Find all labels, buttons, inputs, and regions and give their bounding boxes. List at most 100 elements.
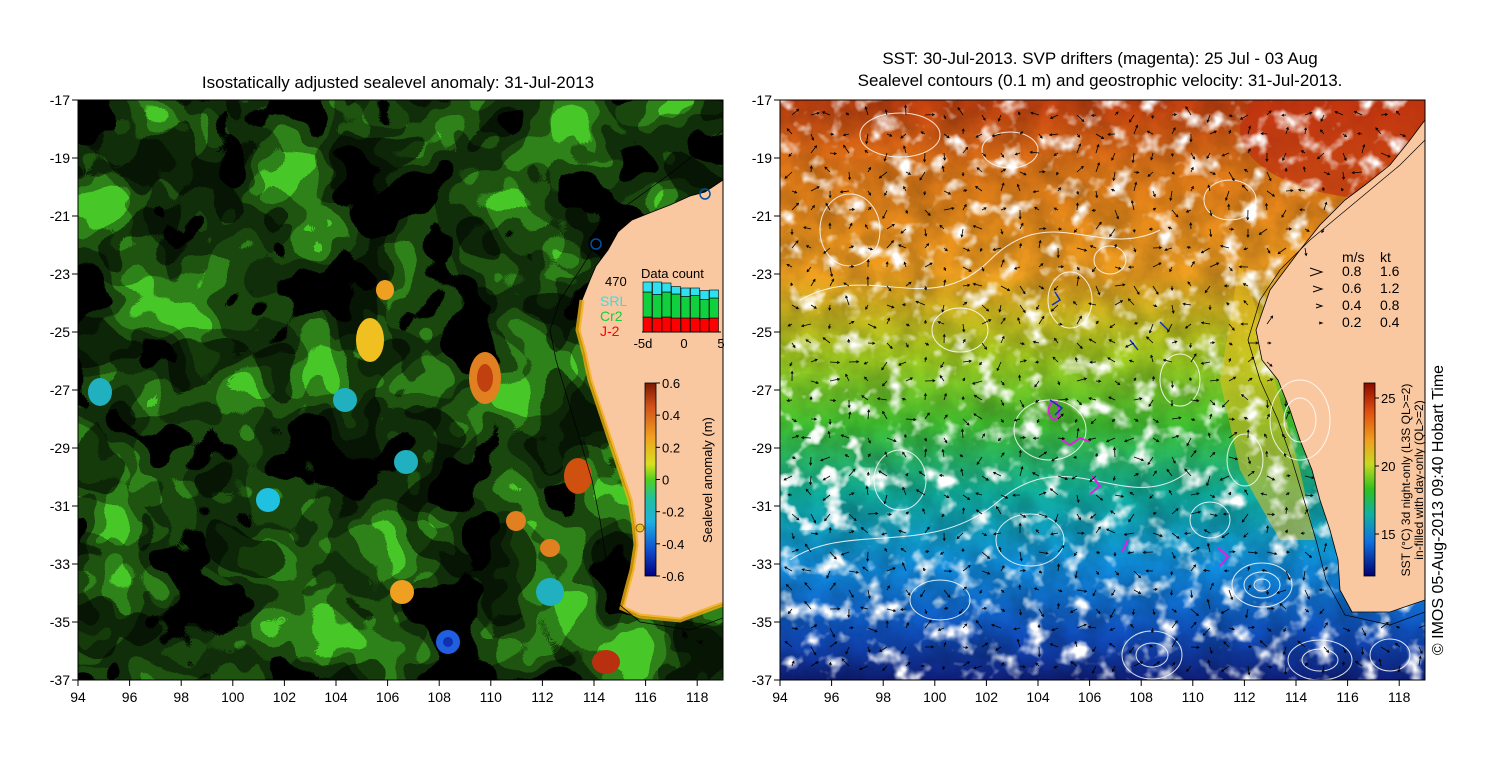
velocity-arrow-head xyxy=(991,134,995,138)
velocity-arrow-head xyxy=(1112,477,1116,481)
velocity-arrow xyxy=(1108,339,1116,344)
velocity-arrow-head xyxy=(1113,553,1117,557)
velocity-arrow-head xyxy=(1096,143,1100,148)
velocity-arrow-head xyxy=(943,116,947,120)
velocity-arrow xyxy=(1071,475,1078,480)
velocity-arrow-head xyxy=(853,518,857,522)
velocity-arrow xyxy=(886,240,894,249)
velocity-arrow xyxy=(848,589,854,598)
velocity-arrow-head xyxy=(841,658,845,662)
velocity-arrow-head xyxy=(795,202,800,206)
velocity-arrow-head xyxy=(1320,118,1324,122)
velocity-arrow-head xyxy=(1021,404,1025,408)
velocity-arrow-head xyxy=(823,250,827,254)
velocity-arrow-head xyxy=(995,647,999,651)
velocity-arrow-head xyxy=(922,508,926,512)
velocity-arrow-head xyxy=(1001,565,1005,569)
velocity-arrow-head xyxy=(967,497,971,501)
velocity-arrow xyxy=(1185,323,1192,329)
velocity-arrow-head xyxy=(813,417,818,421)
velocity-arrow-head xyxy=(1003,207,1007,211)
velocity-legend-kt: 0.8 xyxy=(1380,297,1400,313)
velocity-arrow xyxy=(1187,281,1192,287)
velocity-arrow-head xyxy=(1125,344,1129,348)
velocity-arrow-head xyxy=(937,628,942,631)
velocity-arrow-head xyxy=(906,323,910,327)
velocity-arrow xyxy=(810,532,818,535)
velocity-arrow-head xyxy=(1276,590,1280,594)
velocity-arrow xyxy=(1133,661,1143,667)
velocity-arrow-head xyxy=(1135,418,1139,422)
velocity-arrow xyxy=(1038,285,1044,290)
velocity-arrow xyxy=(1013,627,1021,630)
velocity-arrow-head xyxy=(783,477,787,481)
velocity-arrow xyxy=(1396,110,1401,116)
velocity-arrow-head xyxy=(1041,614,1044,618)
velocity-arrow xyxy=(1111,589,1116,596)
sla-colorbar-tick: 0.4 xyxy=(662,408,680,423)
velocity-arrow-head xyxy=(1074,640,1078,645)
velocity-arrow-head xyxy=(920,131,924,135)
velocity-arrow-head xyxy=(967,564,971,568)
velocity-arrow-head xyxy=(939,551,944,555)
velocity-arrow-head xyxy=(1052,356,1056,360)
velocity-arrow xyxy=(829,627,835,638)
velocity-arrow-head xyxy=(865,141,869,145)
velocity-arrow xyxy=(981,551,990,559)
left-lon-tick-label: 108 xyxy=(428,689,452,705)
velocity-arrow xyxy=(900,228,907,234)
velocity-arrow xyxy=(1000,259,1005,268)
velocity-arrow xyxy=(902,451,907,458)
velocity-arrow xyxy=(905,377,913,382)
velocity-arrow-head xyxy=(1271,512,1276,517)
velocity-arrow xyxy=(810,112,820,116)
velocity-arrow-head xyxy=(1078,143,1082,147)
velocity-arrow xyxy=(804,582,812,591)
velocity-arrow xyxy=(1319,608,1325,614)
velocity-arrow-head xyxy=(867,409,871,413)
velocity-arrow-head xyxy=(849,222,853,226)
velocity-arrow-head xyxy=(790,370,794,374)
velocity-arrow-head xyxy=(898,244,902,248)
velocity-arrow-head xyxy=(787,493,791,497)
sla-colorbar-tick: -0.2 xyxy=(662,505,684,520)
velocity-arrow-head xyxy=(813,520,817,524)
velocity-arrow-head xyxy=(1207,659,1211,663)
velocity-arrow-head xyxy=(1196,399,1200,403)
velocity-arrow-head xyxy=(1153,470,1157,474)
velocity-arrow-head xyxy=(1202,632,1206,636)
velocity-arrow-head xyxy=(942,666,946,670)
velocity-arrow xyxy=(920,589,926,597)
velocity-arrow xyxy=(1050,643,1059,648)
velocity-arrow xyxy=(822,337,831,344)
velocity-arrow xyxy=(886,133,892,137)
velocity-arrow-head xyxy=(1001,589,1005,593)
velocity-arrow-head xyxy=(901,397,906,401)
data-count-bar-srl xyxy=(690,287,700,296)
velocity-arrow-head xyxy=(1054,519,1058,523)
velocity-arrow xyxy=(943,393,947,401)
velocity-arrow-head xyxy=(1202,568,1207,573)
velocity-arrow xyxy=(1000,152,1005,158)
velocity-arrow-head xyxy=(1265,405,1270,409)
velocity-arrow-head xyxy=(1059,589,1063,593)
velocity-arrow xyxy=(1354,111,1363,116)
velocity-arrow-head xyxy=(881,532,885,536)
velocity-arrow-head xyxy=(1192,418,1196,421)
velocity-arrow xyxy=(1204,529,1211,534)
velocity-arrow xyxy=(976,456,983,465)
velocity-arrow-head xyxy=(1284,403,1288,408)
velocity-arrow-head xyxy=(1251,470,1255,474)
velocity-arrow xyxy=(1052,356,1059,363)
velocity-arrow-head xyxy=(901,650,905,655)
velocity-arrow-head xyxy=(1206,155,1210,160)
left-lat-tick-label: -37 xyxy=(50,672,70,688)
velocity-arrow-head xyxy=(1395,625,1400,629)
velocity-arrow xyxy=(1203,569,1211,572)
velocity-arrow xyxy=(1128,298,1135,306)
right-title-line1: SST: 30-Jul-2013. SVP drifters (magenta)… xyxy=(882,49,1317,68)
velocity-arrow-head xyxy=(1212,451,1216,456)
velocity-arrow-head xyxy=(1096,571,1100,575)
velocity-arrow-head xyxy=(1229,342,1233,346)
velocity-arrow xyxy=(1019,285,1026,294)
